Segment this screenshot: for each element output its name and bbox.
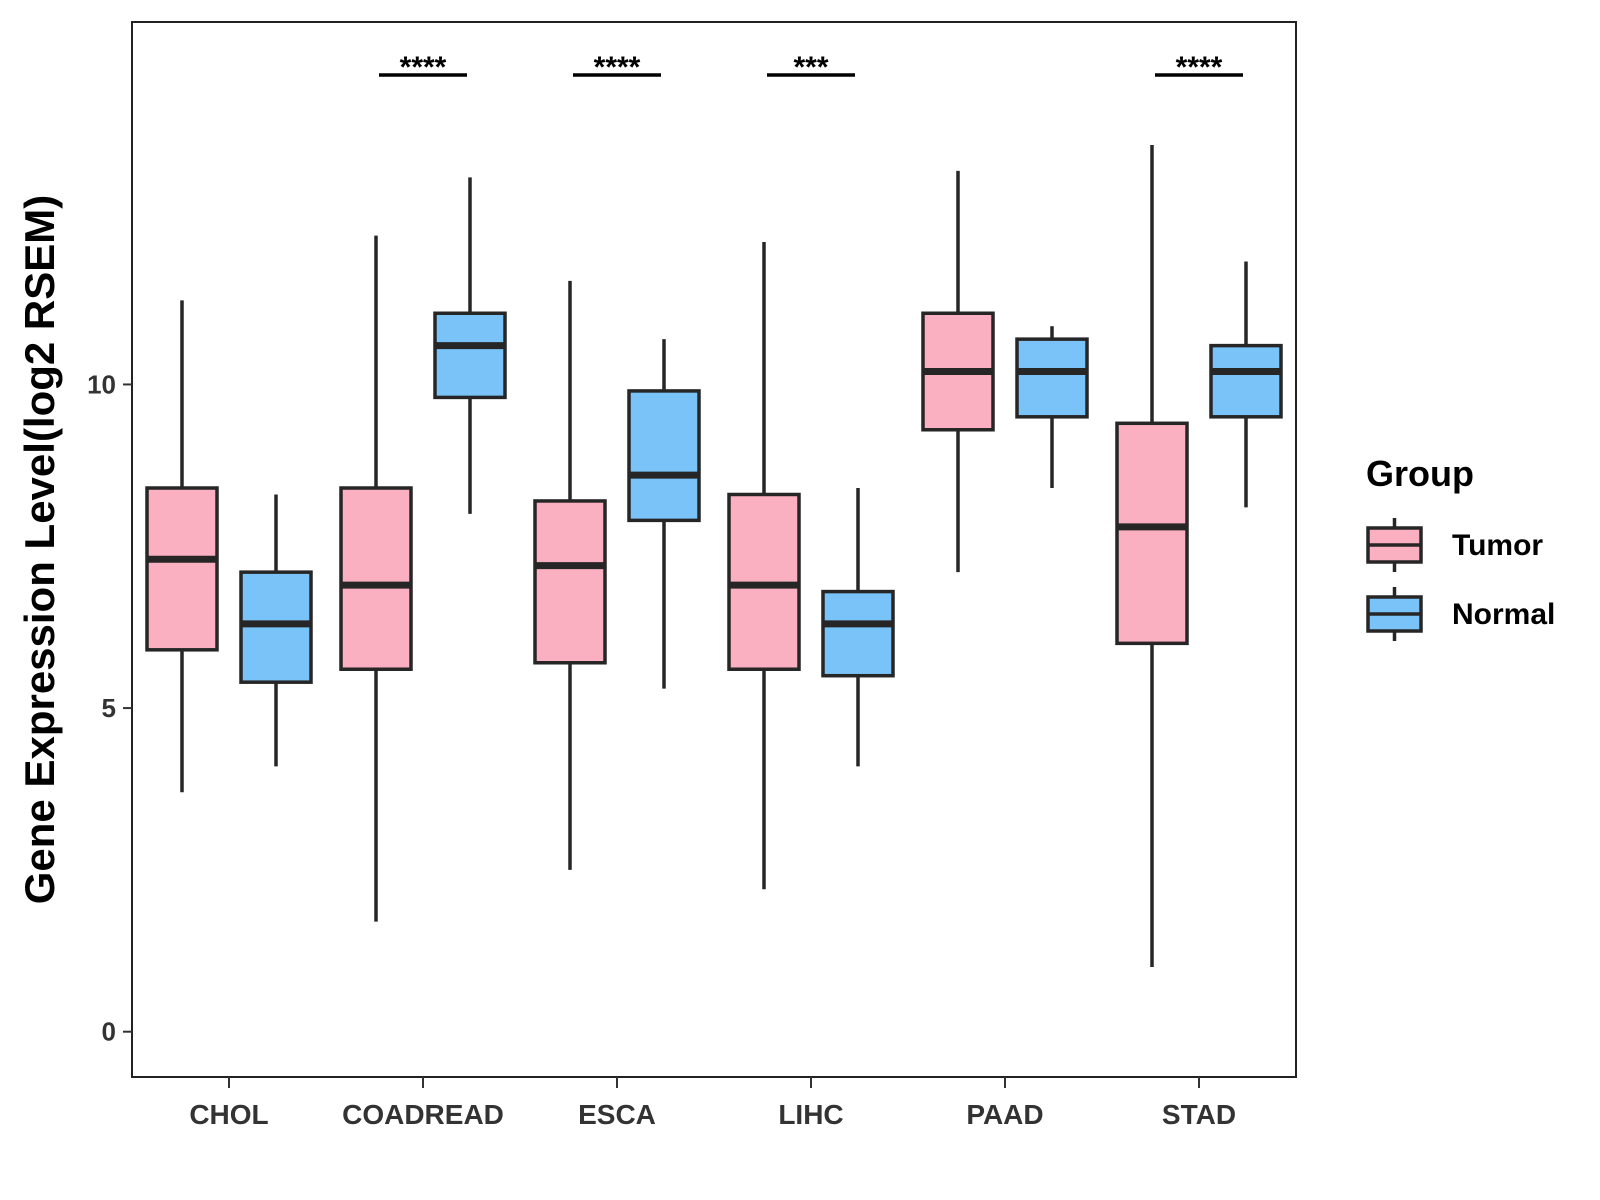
legend-label: Tumor	[1452, 529, 1543, 562]
box-tumor-esca	[533, 280, 607, 870]
box-iqr	[433, 311, 507, 400]
box-iqr	[821, 589, 895, 678]
x-tick-label: LIHC	[778, 1099, 843, 1130]
y-tick-label: 0	[102, 1017, 116, 1047]
significance-label: ****	[400, 51, 447, 84]
box-normal-stad	[1209, 261, 1283, 508]
box-iqr	[1115, 421, 1189, 646]
box-normal-paad	[1015, 326, 1089, 489]
x-tick-label: COADREAD	[342, 1099, 504, 1130]
x-tick-label: PAAD	[966, 1099, 1043, 1130]
box-normal-chol	[239, 494, 313, 767]
box-tumor-coadread	[339, 235, 413, 922]
box-iqr	[533, 499, 607, 665]
y-axis: 0 5 10	[87, 369, 132, 1047]
box-group	[145, 144, 1283, 967]
box-iqr	[145, 486, 219, 652]
panel-border	[131, 21, 1297, 1078]
box-tumor-paad	[921, 170, 995, 573]
y-tick-label: 5	[102, 693, 116, 723]
legend-key-normal	[1366, 587, 1423, 641]
x-tick-label: CHOL	[189, 1099, 268, 1130]
box-tumor-lihc	[727, 242, 801, 890]
box-iqr	[1209, 343, 1283, 419]
legend-label: Normal	[1452, 598, 1555, 631]
significance-label: ****	[594, 51, 641, 84]
significance-group: **** **** *** ****	[379, 51, 1243, 84]
box-iqr	[627, 389, 701, 523]
box-normal-lihc	[821, 488, 895, 767]
x-tick-label: ESCA	[578, 1099, 656, 1130]
y-axis-title: Gene Expression Level(log2 RSEM)	[16, 195, 63, 905]
legend: Group Tumor Normal	[1366, 453, 1555, 641]
box-iqr	[1015, 337, 1089, 419]
significance-label: ****	[1176, 51, 1223, 84]
legend-key-tumor	[1366, 518, 1423, 572]
box-iqr	[339, 486, 413, 671]
y-tick-label: 10	[87, 369, 116, 399]
box-normal-esca	[627, 339, 701, 689]
box-normal-coadread	[433, 177, 507, 514]
x-axis: CHOL COADREAD ESCA LIHC PAAD STAD	[189, 1077, 1236, 1130]
x-tick-label: STAD	[1162, 1099, 1236, 1130]
significance-label: ***	[793, 51, 828, 84]
legend-title: Group	[1366, 453, 1474, 494]
box-tumor-chol	[145, 300, 219, 793]
box-tumor-stad	[1115, 144, 1189, 967]
